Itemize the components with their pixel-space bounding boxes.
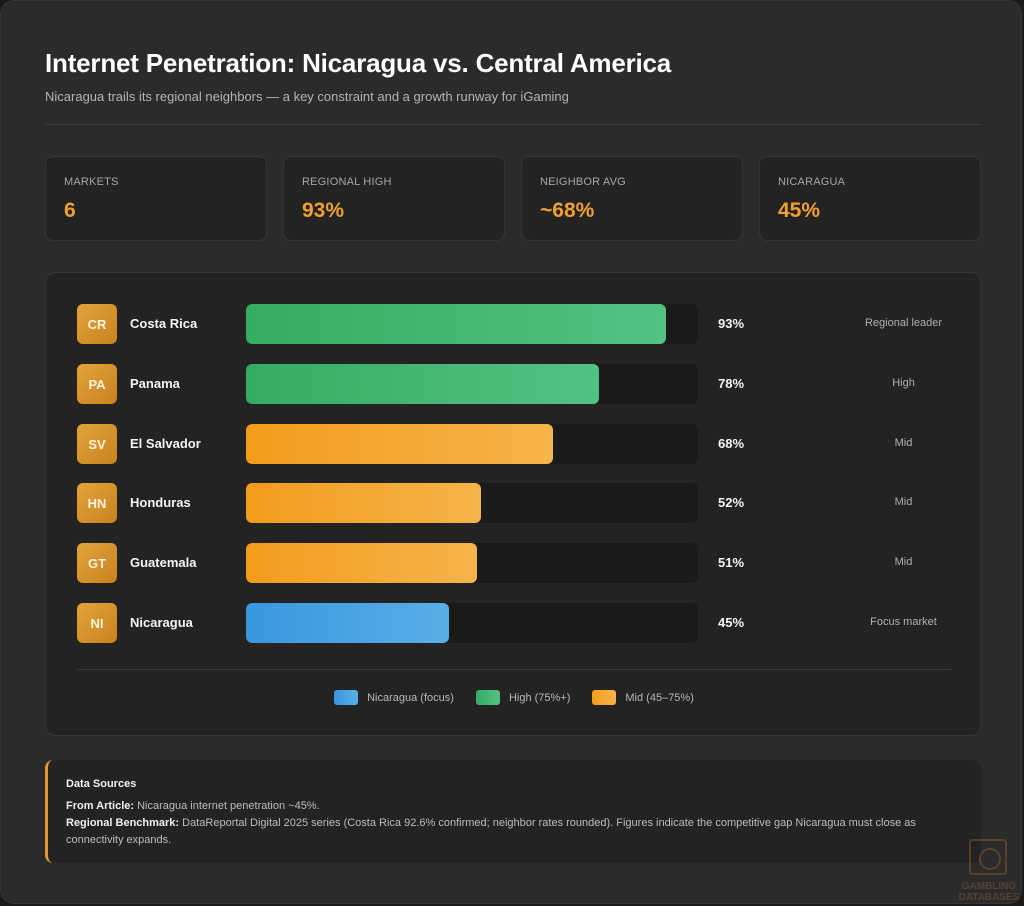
tier-note: High: [892, 377, 915, 389]
legend-label: High (75%+): [508, 691, 571, 704]
sources-title: Data Sources: [66, 778, 137, 790]
country-code-badge: SV: [77, 424, 117, 464]
legend-item: High (75%+): [475, 690, 571, 705]
page-subtitle: Nicaragua trails its regional neighbors …: [45, 89, 569, 104]
bar-track: [246, 424, 698, 464]
bar-chart: CR Costa Rica 93% Regional leader PA Panama 78…: [45, 272, 981, 736]
header-divider: [45, 124, 981, 125]
country-label: El Salvador: [130, 436, 201, 451]
watermark-logo: GAMBLING DATABASES: [953, 839, 1024, 906]
bar-track: [246, 483, 698, 523]
sources-line-label: Regional Benchmark:: [66, 817, 180, 829]
country-code-badge: NI: [77, 603, 117, 643]
legend-swatch: [334, 690, 359, 705]
chart-row: SV El Salvador 68% Mid: [46, 424, 982, 464]
stat-value: 93%: [302, 199, 345, 222]
stat-value: 45%: [778, 199, 821, 222]
country-label: Panama: [130, 376, 180, 391]
tier-note: Focus market: [870, 616, 937, 628]
sources-line-text: DataReportal Digital 2025 series (Costa …: [66, 817, 916, 846]
chart-row: HN Honduras 52% Mid: [46, 483, 982, 523]
country-code-badge: GT: [77, 543, 117, 583]
page-title: Internet Penetration: Nicaragua vs. Cent…: [45, 48, 672, 78]
legend-label: Nicaragua (focus): [367, 691, 454, 704]
legend-label: Mid (45–75%): [625, 691, 694, 704]
value-label: 93%: [718, 316, 745, 331]
bar: [246, 424, 554, 464]
stat-label: NEIGHBOR AVG: [540, 176, 626, 188]
bar-track: [246, 304, 698, 344]
chart-row: GT Guatemala 51% Mid: [46, 543, 982, 583]
sources-line-label: From Article:: [66, 800, 135, 812]
bar: [246, 304, 667, 344]
tier-note: Mid: [894, 437, 913, 449]
bar-track: [246, 543, 698, 583]
bar: [246, 364, 599, 404]
chart-row: NI Nicaragua 45% Focus market: [46, 603, 982, 643]
value-label: 78%: [718, 376, 745, 391]
watermark-text: GAMBLING DATABASES: [958, 881, 1020, 903]
country-label: Guatemala: [130, 555, 197, 570]
bar-track: [246, 364, 698, 404]
tier-note: Mid: [894, 556, 913, 568]
country-code-badge: PA: [77, 364, 117, 404]
legend-item: Nicaragua (focus): [334, 690, 454, 705]
chart-divider: [77, 669, 951, 670]
sources-line-article: From Article: Nicaragua internet penetra…: [66, 798, 966, 815]
value-label: 51%: [718, 555, 745, 570]
legend-swatch: [592, 690, 617, 705]
seal-icon: [969, 839, 1007, 875]
stat-label: NICARAGUA: [778, 176, 846, 188]
tier-note: Mid: [894, 496, 913, 508]
stat-card-neighbor-avg: NEIGHBOR AVG ~68%: [521, 156, 743, 241]
stat-value: ~68%: [540, 199, 595, 222]
bar: [246, 543, 477, 583]
sources-line-benchmark: Regional Benchmark: DataReportal Digital…: [66, 815, 966, 849]
data-sources: Data Sources From Article: Nicaragua int…: [45, 760, 981, 863]
stat-label: MARKETS: [64, 176, 119, 188]
stat-card-regional-high: REGIONAL HIGH 93%: [283, 156, 505, 241]
legend-swatch: [475, 690, 500, 705]
tier-note: Regional leader: [864, 317, 943, 329]
stat-card-nicaragua: NICARAGUA 45%: [759, 156, 981, 241]
bar: [246, 603, 450, 643]
country-code-badge: HN: [77, 483, 117, 523]
value-label: 52%: [718, 495, 745, 510]
bar-track: [246, 603, 698, 643]
value-label: 45%: [718, 615, 745, 630]
country-label: Honduras: [130, 495, 191, 510]
country-label: Nicaragua: [130, 615, 193, 630]
country-code-badge: CR: [77, 304, 117, 344]
bar: [246, 483, 482, 523]
stat-label: REGIONAL HIGH: [302, 176, 392, 188]
legend-item: Mid (45–75%): [592, 690, 694, 705]
stat-value: 6: [64, 199, 76, 222]
chart-row: CR Costa Rica 93% Regional leader: [46, 304, 982, 344]
sources-line-text: Nicaragua internet penetration ~45%.: [137, 800, 320, 812]
chart-legend: Nicaragua (focus) High (75%+) Mid (45–75%): [46, 690, 982, 705]
value-label: 68%: [718, 436, 745, 451]
chart-row: PA Panama 78% High: [46, 364, 982, 404]
country-label: Costa Rica: [130, 316, 198, 331]
stat-card-markets: MARKETS 6: [45, 156, 267, 241]
